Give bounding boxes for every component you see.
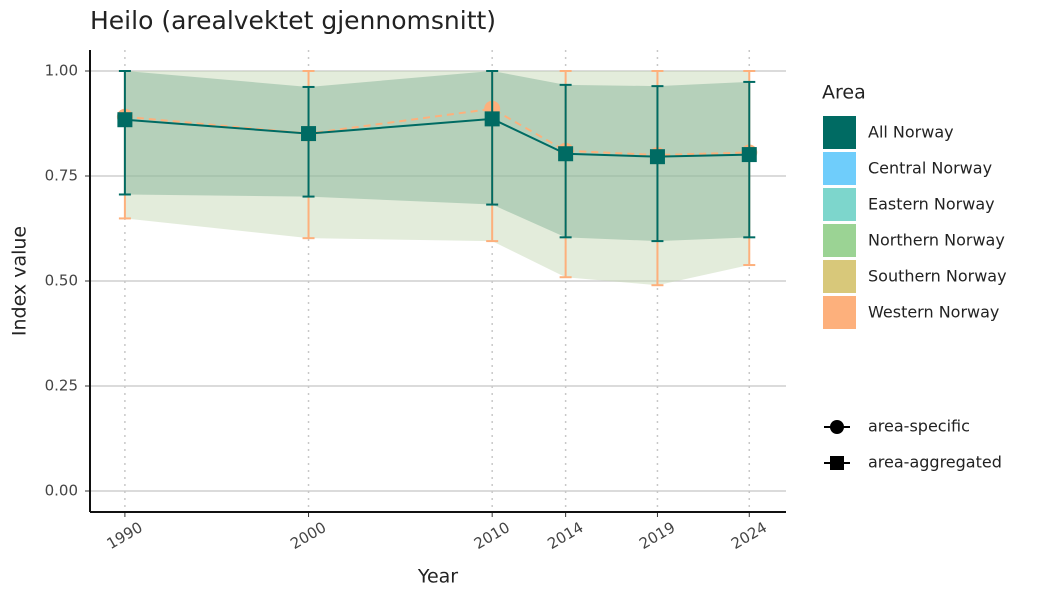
legend-label: Eastern Norway <box>868 195 995 214</box>
marker <box>484 111 500 127</box>
legend-label: Northern Norway <box>868 231 1005 250</box>
shape-legend-label: area-aggregated <box>868 453 1002 472</box>
ribbon <box>124 71 750 286</box>
y-tick-label: 0.75 <box>45 167 78 185</box>
series-line <box>124 107 750 157</box>
marker <box>117 112 133 128</box>
legend-label: Central Norway <box>868 159 992 178</box>
marker <box>558 146 574 162</box>
legend-title: Area <box>822 82 866 104</box>
shape-legend-marker <box>830 456 844 470</box>
legend-swatch <box>823 152 856 185</box>
x-tick-label: 2010 <box>471 518 513 553</box>
x-tick-label: 2000 <box>287 518 329 553</box>
x-tick-label: 1990 <box>104 518 146 553</box>
shape-legend-label: area-specific <box>868 417 970 436</box>
y-tick-label: 0.00 <box>45 482 78 500</box>
legend-swatch <box>823 116 856 149</box>
marker <box>301 126 317 142</box>
legend-swatch <box>823 224 856 257</box>
x-tick-label: 2024 <box>728 518 770 553</box>
marker <box>649 149 665 165</box>
legend-swatch <box>823 188 856 221</box>
legend-label: Western Norway <box>868 303 999 322</box>
x-axis-label: Year <box>417 566 458 588</box>
y-axis-label: Index value <box>9 226 31 336</box>
legend-swatch <box>823 260 856 293</box>
y-tick-label: 0.50 <box>45 272 78 290</box>
x-tick-label: 2019 <box>636 518 678 553</box>
legend-swatch <box>823 296 856 329</box>
legend-label: All Norway <box>868 123 954 142</box>
series-line <box>124 117 750 158</box>
shape-legend-marker <box>830 420 844 434</box>
legend-label: Southern Norway <box>868 267 1007 286</box>
marker <box>741 147 757 163</box>
y-tick-label: 1.00 <box>45 62 78 80</box>
y-tick-label: 0.25 <box>45 377 78 395</box>
chart-title: Heilo (arealvektet gjennomsnitt) <box>90 6 496 35</box>
ribbon <box>124 71 750 242</box>
x-tick-label: 2014 <box>544 518 586 553</box>
